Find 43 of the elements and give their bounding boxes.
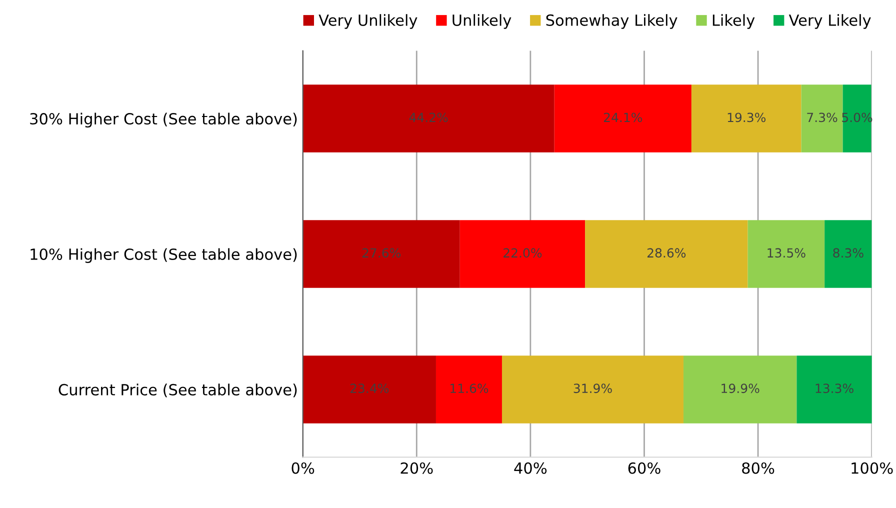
x-tick-label: 40% (514, 462, 547, 474)
legend-label: Very Likely (788, 14, 871, 29)
data-label: 13.5% (768, 248, 806, 258)
bar (748, 220, 825, 288)
data-label: 23.4% (350, 384, 389, 394)
data-label: 19.3% (728, 112, 766, 122)
legend-label: Unlikely (452, 14, 512, 29)
bar (824, 220, 872, 288)
bar (554, 84, 692, 152)
bar (436, 356, 502, 424)
y-tick-label: 30% Higher Cost (See table above) (30, 112, 297, 128)
x-tick-label: 0% (292, 462, 314, 474)
data-label: 28.6% (647, 248, 686, 258)
y-tick-label: 10% Higher Cost (See table above) (30, 248, 297, 263)
data-label: 8.3% (833, 248, 864, 258)
data-label: 27.6% (362, 248, 401, 258)
bar (585, 220, 748, 288)
bar (302, 220, 460, 288)
data-label: 7.3% (807, 112, 838, 122)
x-tick-label: 20% (400, 462, 433, 474)
bar (796, 356, 872, 424)
bar (801, 84, 843, 152)
data-label: 31.9% (574, 384, 612, 394)
legend-label: Somewhay Likely (546, 14, 678, 29)
legend-label: Likely (712, 14, 755, 29)
x-tick-label: 100% (852, 462, 893, 474)
bar (691, 84, 802, 152)
x-tick-label: 80% (742, 462, 774, 474)
bar (302, 84, 554, 152)
data-label: 11.6% (450, 384, 488, 394)
legend-label: Very Unlikely (318, 14, 418, 29)
bar (302, 356, 436, 424)
data-label: 22.0% (504, 248, 542, 258)
bar (460, 220, 586, 288)
data-label: 19.9% (722, 384, 760, 394)
y-tick-label: Current Price (See table above) (58, 384, 297, 398)
data-label: 24.1% (604, 112, 642, 122)
x-tick-label: 60% (628, 462, 660, 474)
bar (502, 356, 684, 424)
bar (842, 84, 872, 152)
data-label: 44.2% (409, 112, 448, 122)
data-label: 13.3% (816, 384, 854, 394)
bar (683, 356, 797, 424)
